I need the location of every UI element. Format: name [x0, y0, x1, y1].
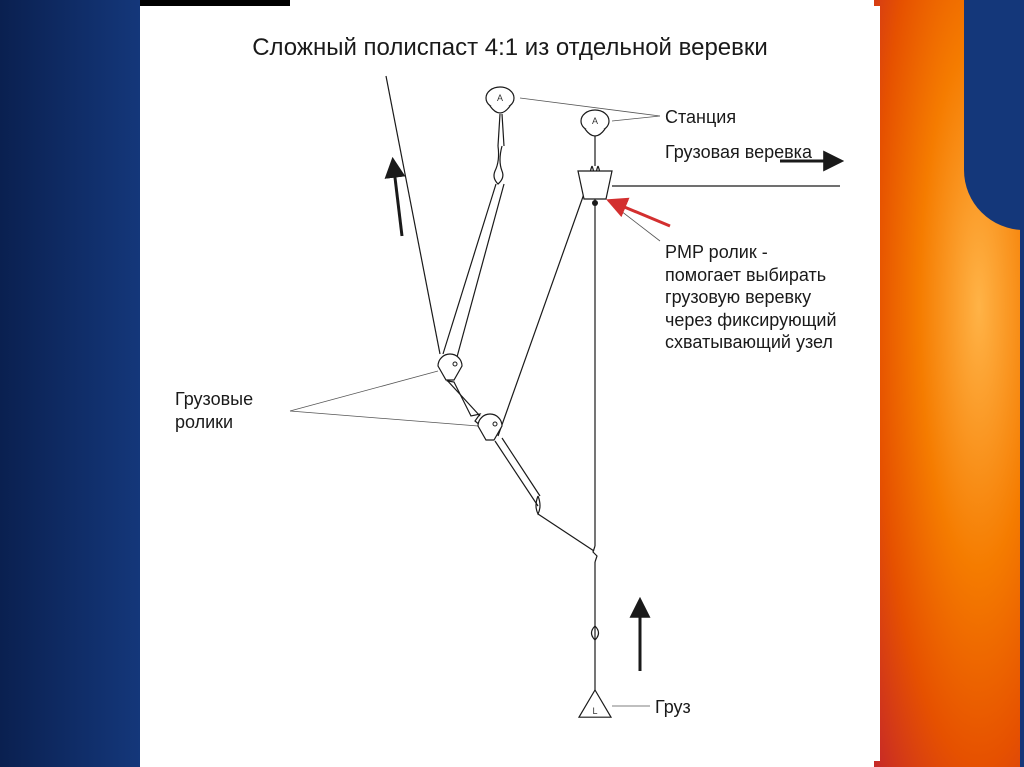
svg-text:A: A	[497, 93, 503, 103]
label-load: Груз	[655, 696, 691, 719]
frame-right-edge	[1020, 0, 1024, 767]
slide-bg-left	[0, 0, 140, 767]
svg-text:A: A	[592, 116, 598, 126]
svg-text:L: L	[592, 706, 597, 716]
diagram-area: A A L Станция Грузовая веревка PMP ролик -…	[140, 66, 880, 761]
diagram-title: Сложный полиспаст 4:1 из отдельной верев…	[140, 34, 880, 62]
label-load-rope: Грузовая веревка	[665, 141, 812, 164]
label-load-rollers: Грузовые ролики	[175, 388, 253, 433]
diagram-canvas: Сложный полиспаст 4:1 из отдельной верев…	[140, 6, 880, 761]
slide-bg-right	[874, 0, 1024, 767]
slide-bg-right-curve	[964, 0, 1024, 230]
label-station: Станция	[665, 106, 736, 129]
label-pmp: PMP ролик - помогает выбирать грузовую в…	[665, 241, 837, 354]
